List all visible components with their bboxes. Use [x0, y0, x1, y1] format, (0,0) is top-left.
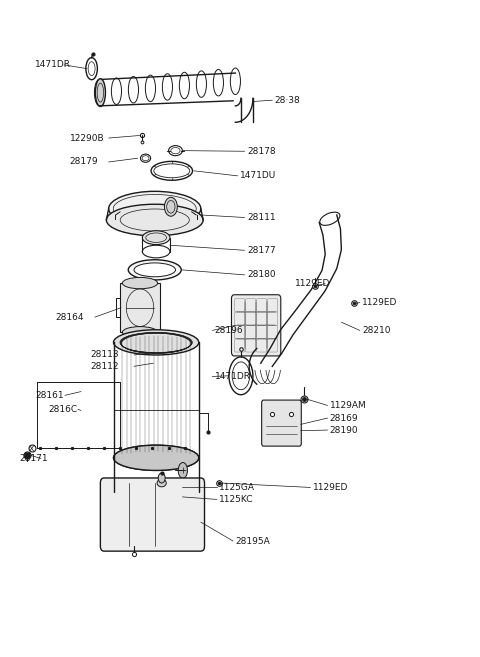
Ellipse shape — [113, 445, 199, 470]
Ellipse shape — [142, 231, 170, 244]
Ellipse shape — [158, 473, 165, 483]
FancyBboxPatch shape — [100, 478, 204, 551]
Text: 28180: 28180 — [247, 271, 276, 279]
Text: 2816C: 2816C — [49, 405, 78, 414]
Text: 1125GA: 1125GA — [219, 483, 255, 492]
Text: 28112: 28112 — [90, 362, 119, 371]
FancyBboxPatch shape — [231, 295, 281, 356]
Text: 1129AM: 1129AM — [330, 401, 367, 410]
Ellipse shape — [178, 463, 188, 478]
Ellipse shape — [165, 197, 177, 216]
Text: 28190: 28190 — [330, 426, 359, 434]
Text: 1129ED: 1129ED — [313, 483, 348, 492]
Text: 28196: 28196 — [215, 326, 243, 335]
Text: 28195A: 28195A — [235, 537, 270, 545]
Text: 28164: 28164 — [56, 313, 84, 322]
Text: 28177: 28177 — [247, 246, 276, 255]
Ellipse shape — [113, 445, 199, 470]
Text: 12290B: 12290B — [70, 133, 104, 143]
Text: 28210: 28210 — [362, 326, 391, 335]
Ellipse shape — [157, 479, 166, 487]
Ellipse shape — [128, 260, 181, 280]
Ellipse shape — [96, 79, 106, 106]
Text: 28111: 28111 — [247, 213, 276, 222]
FancyBboxPatch shape — [120, 283, 159, 332]
Ellipse shape — [107, 204, 203, 236]
Text: 1471DR: 1471DR — [35, 60, 71, 70]
Text: 28·38: 28·38 — [275, 96, 300, 104]
FancyBboxPatch shape — [262, 400, 301, 446]
Ellipse shape — [113, 330, 199, 355]
Ellipse shape — [134, 263, 176, 277]
Text: 1129ED: 1129ED — [362, 298, 397, 307]
Text: 1471DU: 1471DU — [240, 171, 276, 181]
Text: 28178: 28178 — [247, 147, 276, 156]
Ellipse shape — [122, 277, 157, 289]
Text: 28161: 28161 — [35, 391, 63, 400]
Text: 1129ED: 1129ED — [295, 279, 331, 288]
Text: 1471DR: 1471DR — [215, 372, 251, 381]
Text: 28171: 28171 — [20, 454, 48, 463]
Text: 28113: 28113 — [90, 350, 119, 359]
Text: 28179: 28179 — [70, 158, 98, 166]
Text: 1125KC: 1125KC — [219, 495, 254, 504]
Ellipse shape — [108, 191, 201, 226]
Ellipse shape — [113, 480, 199, 505]
Ellipse shape — [122, 327, 157, 338]
Text: 28169: 28169 — [330, 413, 359, 422]
